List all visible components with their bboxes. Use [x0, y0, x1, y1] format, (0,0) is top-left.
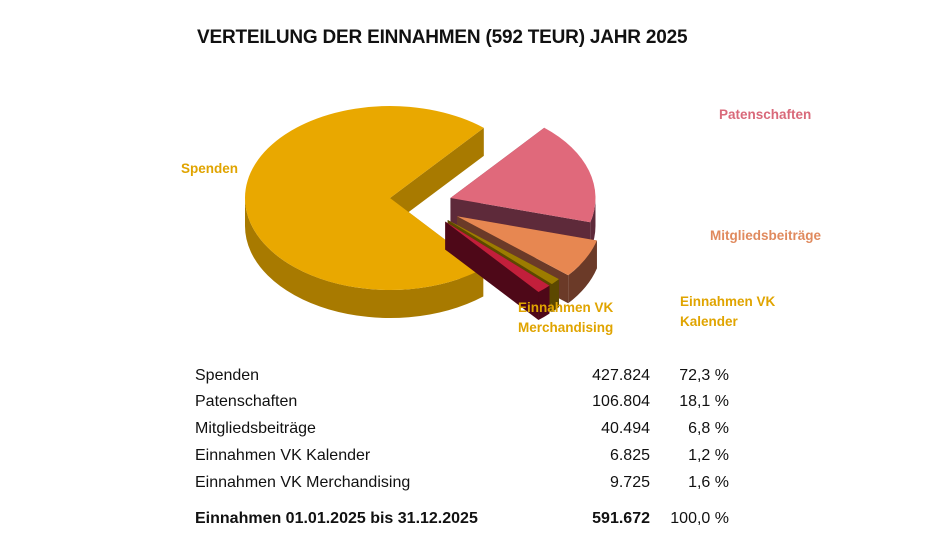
label-kalender-line1: Einnahmen VK [680, 294, 776, 309]
row-percent: 72,3 % [679, 367, 729, 384]
row-value: 9.725 [609, 474, 650, 491]
label-patenschaften: Patenschaften [719, 107, 812, 122]
slice-spenden-cut-face [390, 127, 484, 226]
slice-spenden-wall [245, 198, 484, 318]
label-spenden: Spenden [181, 161, 239, 176]
table-row: Spenden 427.824 72,3 % [195, 367, 735, 393]
row-label: Patenschaften [195, 393, 298, 410]
row-value: 427.824 [592, 367, 650, 384]
row-percent: 18,1 % [679, 393, 729, 410]
slice-mitgliedsbeitraege-top [456, 216, 597, 276]
row-label: Spenden [195, 367, 260, 384]
row-label: Mitgliedsbeiträge [195, 420, 316, 437]
table-row: Einnahmen VK Kalender 6.825 1,2 % [195, 447, 735, 473]
row-value: 40.494 [601, 420, 650, 437]
table-row: Mitgliedsbeiträge 40.494 6,8 % [195, 420, 735, 446]
slice-patenschaften-wall [590, 197, 596, 251]
total-value: 591.672 [592, 510, 650, 527]
label-kalender: Einnahmen VK Kalender [680, 292, 775, 332]
label-mitgliedsbeitraege: Mitgliedsbeiträge [710, 228, 822, 243]
row-value: 6.825 [609, 447, 650, 464]
label-merch-line1: Einnahmen VK [518, 300, 614, 315]
row-percent: 1,2 % [688, 447, 729, 464]
chart-title: VERTEILUNG DER EINNAHMEN (592 TEUR) JAHR… [197, 27, 688, 48]
table-row: Patenschaften 106.804 18,1 % [195, 393, 735, 419]
row-label: Einnahmen VK Kalender [195, 447, 371, 464]
table-total-row: Einnahmen 01.01.2025 bis 31.12.2025 591.… [195, 510, 735, 536]
label-merchandising: Einnahmen VK Merchandising [518, 298, 613, 338]
total-percent: 100,0 % [670, 510, 729, 527]
slice-mitgliedsbeitraege-wall [568, 240, 597, 304]
slice-merchandising-wall [538, 285, 550, 321]
slice-spenden-top [244, 105, 484, 290]
row-percent: 6,8 % [688, 420, 729, 437]
row-percent: 1,6 % [688, 474, 729, 491]
pie-chart [244, 105, 597, 321]
label-kalender-line2: Kalender [680, 314, 738, 329]
slice-patenschaften-top [450, 127, 596, 223]
total-label: Einnahmen 01.01.2025 bis 31.12.2025 [195, 510, 478, 527]
table-row: Einnahmen VK Merchandising 9.725 1,6 % [195, 474, 735, 500]
row-value: 106.804 [592, 393, 650, 410]
slice-merchandising-cut-face [445, 221, 539, 321]
slice-merchandising-top [445, 221, 550, 293]
slice-kalender-wall [551, 279, 559, 313]
slice-kalender-top [447, 220, 559, 285]
label-merch-line2: Merchandising [518, 320, 614, 335]
row-label: Einnahmen VK Merchandising [195, 474, 411, 491]
